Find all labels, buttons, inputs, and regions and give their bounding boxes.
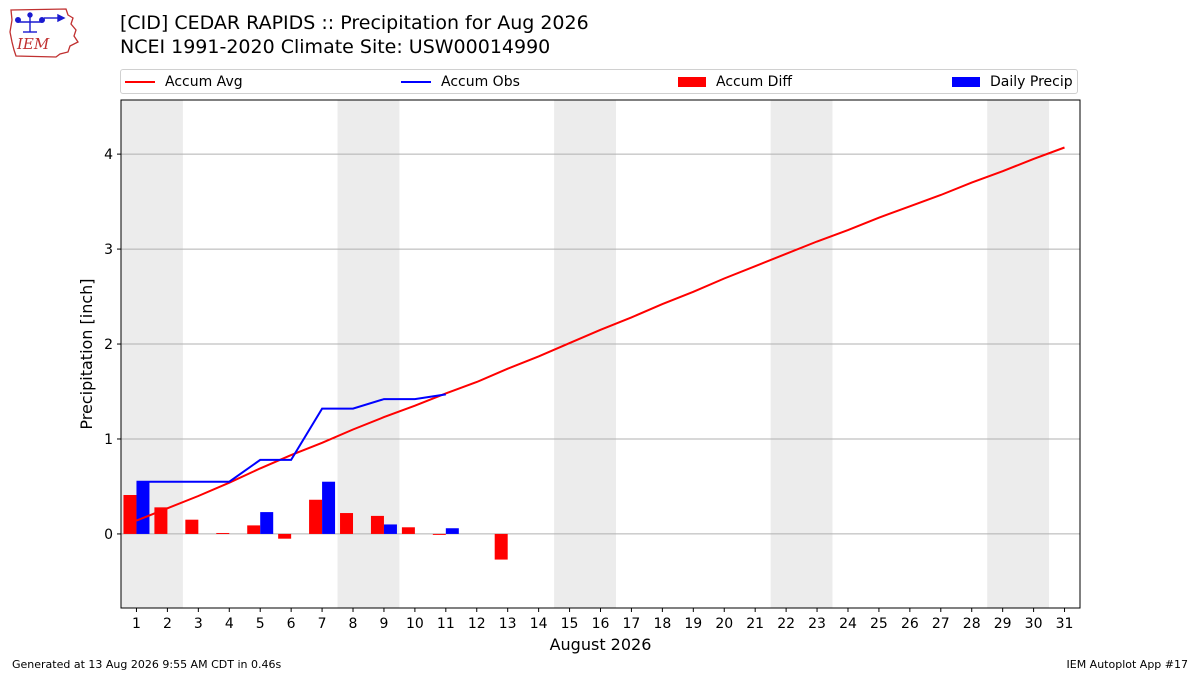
legend: Accum Avg Accum Obs Accum Diff Daily Pre…: [120, 69, 1078, 94]
x-tick-label: 31: [1056, 616, 1074, 632]
x-tick-label: 11: [437, 616, 455, 632]
accum-diff-bar: [278, 533, 292, 539]
x-tick-label: 29: [994, 616, 1012, 632]
chart-subtitle: NCEI 1991-2020 Climate Site: USW00014990: [120, 36, 551, 58]
y-tick-label: 3: [104, 242, 113, 258]
axes: 1 2 3 4 5 6 7 8 9 10 11 12 13 14 15 16 17 18 19 20 21 22 23 24 2…: [104, 147, 1073, 632]
daily-precip-bar: [445, 528, 459, 534]
weekend-band-4: [770, 100, 833, 608]
accum-obs-line: [136, 393, 446, 483]
accum-diff-bar: [494, 533, 508, 560]
x-tick-label: 25: [870, 616, 888, 632]
legend-swatch-accum-obs: [401, 81, 431, 83]
daily-precip-bar: [322, 481, 336, 534]
x-tick-label: 26: [901, 616, 919, 632]
x-tick-label: 2: [163, 616, 172, 632]
x-tick-label: 8: [349, 616, 358, 632]
accum-diff-bar: [123, 495, 137, 534]
generated-timestamp: Generated at 13 Aug 2026 9:55 AM CDT in …: [12, 658, 282, 671]
x-tick-label: 19: [684, 616, 702, 632]
accum-diff-bar: [185, 519, 199, 534]
x-tick-label: 28: [963, 616, 981, 632]
y-tick-label: 0: [104, 527, 113, 543]
x-tick-label: 5: [256, 616, 265, 632]
x-tick-label: 22: [777, 616, 795, 632]
iowa-state-outline: [9, 8, 79, 58]
accum-diff-bar: [247, 525, 261, 534]
x-tick-label: 3: [194, 616, 203, 632]
bars: [123, 481, 508, 560]
x-tick-label: 15: [561, 616, 579, 632]
legend-label-accum-diff: Accum Diff: [716, 74, 793, 90]
y-tick-label: 2: [104, 337, 113, 353]
x-tick-label: 20: [715, 616, 733, 632]
x-tick-label: 1: [132, 616, 141, 632]
accum-diff-bar: [432, 533, 446, 535]
x-tick-label: 13: [499, 616, 517, 632]
y-axis-label: Precipitation [inch]: [77, 278, 96, 429]
weather-station-icon: [14, 12, 66, 33]
accum-avg-line: [136, 146, 1065, 522]
series-lines: [136, 146, 1065, 522]
accum-diff-bar: [340, 513, 354, 534]
legend-item-accum-diff: Accum Diff: [678, 73, 792, 91]
x-tick-label: 27: [932, 616, 950, 632]
legend-item-daily-precip: Daily Precip: [952, 73, 1073, 91]
x-tick-label: 21: [746, 616, 764, 632]
accum-diff-bar: [309, 499, 323, 534]
daily-precip-bar: [260, 512, 274, 534]
y-tick-label: 1: [104, 432, 113, 448]
x-tick-label: 9: [379, 616, 388, 632]
x-tick-label: 12: [468, 616, 486, 632]
grid-lines: [121, 153, 1080, 535]
x-tick-label: 17: [623, 616, 641, 632]
legend-label-accum-obs: Accum Obs: [441, 74, 520, 90]
legend-swatch-daily-precip: [952, 77, 980, 87]
x-tick-label: 16: [592, 616, 610, 632]
x-axis-label: August 2026: [550, 635, 652, 654]
legend-item-accum-obs: Accum Obs: [401, 73, 520, 91]
accum-diff-bar: [370, 515, 384, 534]
weekend-band-5: [987, 100, 1050, 608]
accum-diff-bar: [401, 527, 415, 534]
logo-text: IEM: [16, 35, 50, 53]
iem-logo: IEM: [9, 8, 79, 58]
x-tick-label: 7: [318, 616, 327, 632]
x-tick-label: 23: [808, 616, 826, 632]
x-tick-label: 18: [653, 616, 671, 632]
accum-diff-bar: [216, 532, 230, 534]
legend-label-accum-avg: Accum Avg: [165, 74, 243, 90]
y-tick-label: 4: [104, 147, 113, 163]
weekend-band-3: [554, 100, 616, 608]
x-tick-label: 30: [1025, 616, 1043, 632]
legend-swatch-accum-avg: [125, 81, 155, 83]
legend-label-daily-precip: Daily Precip: [990, 74, 1073, 90]
legend-swatch-accum-diff: [678, 77, 706, 87]
x-tick-label: 14: [530, 616, 548, 632]
x-tick-label: 10: [406, 616, 424, 632]
x-tick-label: 4: [225, 616, 234, 632]
daily-precip-bar: [383, 524, 397, 534]
chart-title: [CID] CEDAR RAPIDS :: Precipitation for …: [120, 12, 589, 34]
daily-precip-bar: [136, 481, 150, 534]
legend-item-accum-avg: Accum Avg: [125, 73, 243, 91]
accum-diff-bar: [154, 507, 168, 534]
app-credit: IEM Autoplot App #17: [1066, 658, 1189, 671]
x-tick-label: 24: [839, 616, 857, 632]
x-tick-label: 6: [287, 616, 296, 632]
